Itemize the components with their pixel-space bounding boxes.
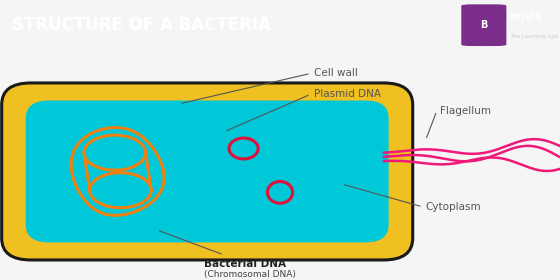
FancyBboxPatch shape bbox=[26, 101, 389, 242]
Ellipse shape bbox=[229, 138, 258, 159]
Text: Plasmid DNA: Plasmid DNA bbox=[314, 89, 381, 99]
Text: B: B bbox=[480, 20, 488, 30]
Text: (Chromosomal DNA): (Chromosomal DNA) bbox=[204, 270, 296, 279]
Text: STRUCTURE OF A BACTERIA: STRUCTURE OF A BACTERIA bbox=[12, 16, 271, 34]
FancyBboxPatch shape bbox=[2, 83, 413, 260]
Text: Cell wall: Cell wall bbox=[314, 68, 357, 78]
Text: Flagellum: Flagellum bbox=[440, 106, 491, 116]
FancyBboxPatch shape bbox=[462, 5, 506, 45]
Text: BYJU'S: BYJU'S bbox=[510, 13, 542, 22]
Text: Cytoplasm: Cytoplasm bbox=[426, 202, 481, 212]
Text: The Learning App: The Learning App bbox=[510, 34, 558, 39]
Ellipse shape bbox=[267, 181, 293, 203]
Text: Bacterial DNA: Bacterial DNA bbox=[204, 259, 286, 269]
